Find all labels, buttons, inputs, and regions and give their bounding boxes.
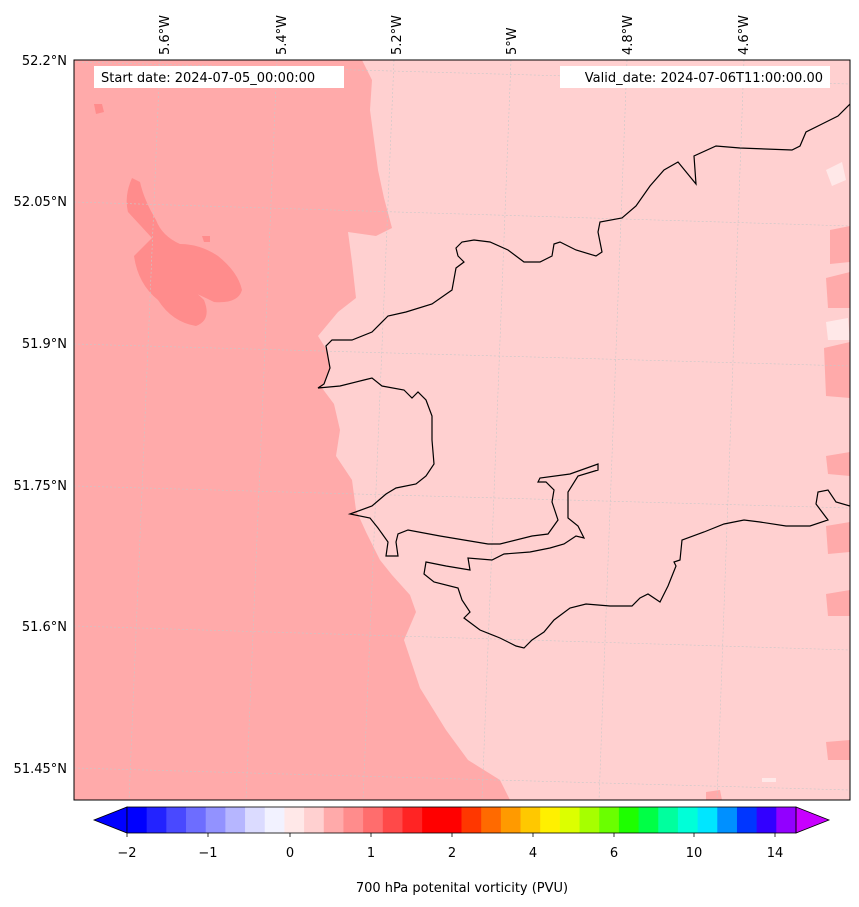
colorbar-cell [402, 807, 423, 833]
sea-pv-patch [826, 590, 850, 616]
sea-pv-patch [706, 790, 722, 800]
colorbar-tick-label: 6 [610, 846, 618, 861]
lat-label: 52.2°N [22, 54, 67, 69]
colorbar-cell [264, 807, 286, 833]
lon-label: 4.8°W [621, 15, 636, 55]
colorbar-cell [166, 807, 187, 833]
colorbar-cell [323, 807, 345, 833]
high-pv-speck [94, 104, 104, 114]
colorbar-cell [717, 807, 738, 833]
lat-label: 51.45°N [14, 762, 67, 777]
colorbar-cell [540, 807, 561, 833]
colorbar-tick-label: 4 [529, 846, 537, 861]
colorbar-cell [500, 807, 522, 833]
colorbar-cell [284, 807, 305, 833]
colorbar-cell [146, 807, 167, 833]
colorbar-cell [461, 807, 482, 833]
sea-pv-patch [826, 522, 850, 554]
lon-label: 5.6°W [158, 15, 173, 55]
lon-label: 5.2°W [390, 15, 405, 55]
start-date-text: Start date: 2024-07-05_00:00:00 [101, 71, 315, 86]
latitude-labels: 52.2°N 52.05°N 51.9°N 51.75°N 51.6°N 51.… [14, 54, 67, 777]
colorbar-label: 700 hPa potenital vorticity (PVU) [356, 881, 568, 896]
colorbar-cell [205, 807, 226, 833]
colorbar-cell [559, 807, 581, 833]
colorbar-cell [697, 807, 718, 833]
colorbar-tick-label: 14 [767, 846, 784, 861]
colorbar-cell [363, 807, 384, 833]
map-frame [73, 59, 851, 801]
colorbar-tick-label: −2 [117, 846, 136, 861]
lat-label: 51.9°N [22, 337, 67, 352]
colorbar-cell [382, 807, 404, 833]
colorbar-cell [343, 807, 364, 833]
colorbar-cell [422, 807, 443, 833]
colorbar-under-triangle [92, 806, 128, 834]
colorbar-tick-label: −1 [198, 846, 217, 861]
colorbar-cell [776, 807, 797, 833]
colorbar-cell [245, 807, 266, 833]
high-pv-patch [126, 178, 242, 326]
lat-label: 51.6°N [22, 620, 67, 635]
valid-date-text: Valid_date: 2024-07-06T11:00:00.00 [585, 71, 823, 86]
colorbar-cell [441, 807, 463, 833]
low-pv-patch [826, 162, 846, 186]
colorbar-cell [304, 807, 325, 833]
graticule [74, 60, 850, 800]
colorbar-cells [127, 807, 797, 833]
colorbar-tick-label: 0 [286, 846, 294, 861]
colorbar-cell [638, 807, 659, 833]
colorbar-outline [126, 806, 797, 834]
sea-pv-patch [824, 342, 850, 398]
lon-label: 5.4°W [275, 15, 290, 55]
colorbar-cell [618, 807, 640, 833]
colorbar-tick-labels: −2 −1 0 1 2 4 6 10 14 [117, 846, 783, 861]
high-pv-speck [202, 236, 210, 242]
sea-pv-patch [826, 452, 850, 476]
colorbar-cell [736, 807, 758, 833]
colorbar-tick-label: 2 [448, 846, 456, 861]
lat-label: 51.75°N [14, 479, 67, 494]
coastline [317, 103, 850, 649]
colorbar-cell [756, 807, 777, 833]
colorbar-cell [599, 807, 620, 833]
longitude-labels: 5.6°W 5.4°W 5.2°W 5°W 4.8°W 4.6°W [158, 15, 752, 55]
colorbar-ticks [126, 833, 776, 837]
colorbar-cell [225, 807, 246, 833]
map-panel: Start date: 2024-07-05_00:00:00 Valid_da… [74, 60, 850, 800]
lon-label: 4.6°W [737, 15, 752, 55]
low-pv-patch [826, 318, 850, 340]
low-pv-patch [762, 778, 776, 782]
sea-pv-patch [826, 740, 850, 760]
colorbar-cell [579, 807, 600, 833]
sea-pv-patch [830, 226, 850, 264]
colorbar-over-triangle [795, 806, 831, 834]
valid-date-annotation: Valid_date: 2024-07-06T11:00:00.00 [560, 66, 830, 88]
start-date-annotation: Start date: 2024-07-05_00:00:00 [94, 66, 344, 88]
colorbar-cell [127, 807, 148, 833]
colorbar-cell [481, 807, 502, 833]
colorbar-cell [677, 807, 699, 833]
colorbar: −2 −1 0 1 2 4 6 10 14 700 hPa potenital … [92, 806, 831, 896]
sea-pv-patch [826, 272, 850, 308]
lat-label: 52.05°N [14, 195, 67, 210]
colorbar-cell [520, 807, 541, 833]
lon-label: 5°W [505, 27, 520, 55]
colorbar-cell [658, 807, 679, 833]
colorbar-cell [186, 807, 207, 833]
colorbar-tick-label: 1 [367, 846, 375, 861]
colorbar-tick-label: 10 [686, 846, 703, 861]
